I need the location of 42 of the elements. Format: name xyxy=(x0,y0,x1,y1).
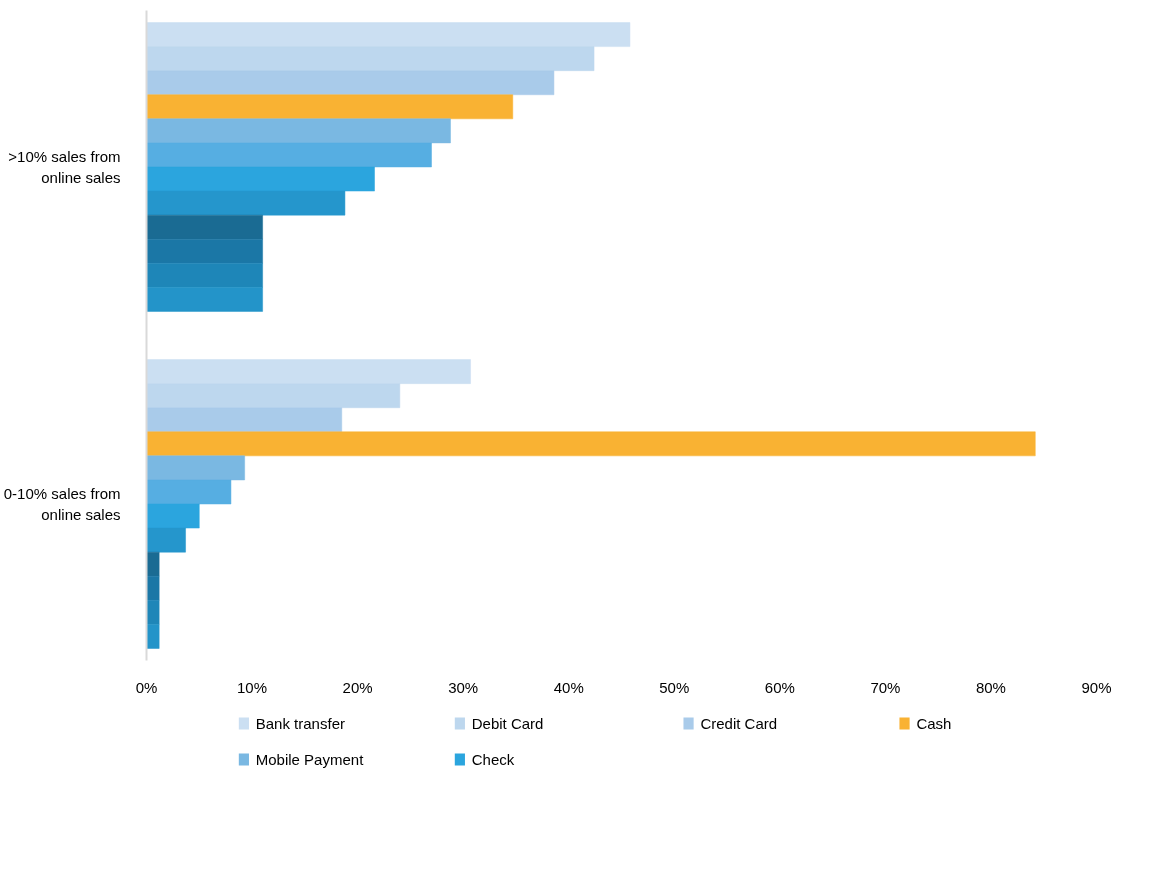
bar xyxy=(146,455,245,481)
x-tick-label: 90% xyxy=(1081,678,1112,696)
bar xyxy=(146,527,186,553)
bar xyxy=(146,46,595,71)
bar xyxy=(146,407,343,433)
bar xyxy=(146,190,346,216)
legend-label: Cash xyxy=(916,715,952,732)
legend-label: Credit Card xyxy=(700,715,778,732)
legend-label: Mobile Payment xyxy=(255,751,365,768)
x-tick-label: 70% xyxy=(870,678,901,696)
bar xyxy=(146,142,432,168)
bar xyxy=(146,431,1036,457)
x-tick-label: 60% xyxy=(764,678,795,696)
x-tick-label: 80% xyxy=(975,678,1006,696)
x-tick-label: 50% xyxy=(659,678,690,696)
bar xyxy=(146,600,160,625)
bar xyxy=(146,551,160,577)
bar xyxy=(146,94,514,120)
y-tick-label: >10% sales from online sales xyxy=(8,148,121,186)
legend-label: Check xyxy=(471,751,515,768)
x-tick-label: 30% xyxy=(448,678,479,696)
bar xyxy=(146,70,555,96)
bar xyxy=(146,575,160,601)
bar xyxy=(146,238,263,264)
bar xyxy=(146,287,263,312)
bar xyxy=(146,166,375,192)
bar xyxy=(146,383,401,408)
x-tick-label: 10% xyxy=(237,678,268,696)
bar xyxy=(146,624,160,649)
bar xyxy=(146,359,471,384)
x-tick-label: 0% xyxy=(135,678,158,696)
bar xyxy=(146,118,451,144)
bar xyxy=(146,263,263,288)
bar xyxy=(146,503,200,529)
y-tick-label: 0-10% sales from online sales xyxy=(3,485,121,523)
bar xyxy=(146,22,631,47)
legend-label: Bank transfer xyxy=(255,715,345,732)
bar xyxy=(146,479,232,505)
bar xyxy=(146,214,263,240)
x-tick-label: 40% xyxy=(553,678,584,696)
x-tick-label: 20% xyxy=(342,678,373,696)
legend-label: Debit Card xyxy=(471,715,544,732)
